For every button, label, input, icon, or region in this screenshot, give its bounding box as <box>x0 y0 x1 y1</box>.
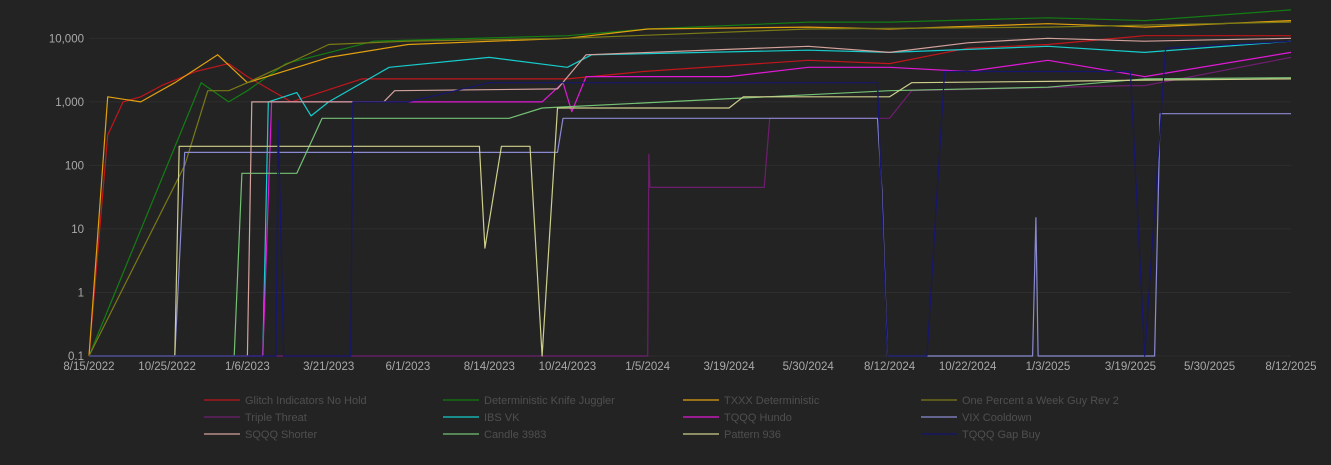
legend-label: VIX Cooldown <box>962 412 1032 424</box>
x-tick-label: 1/5/2024 <box>625 361 670 373</box>
legend-item[interactable]: TQQQ Hundo <box>683 412 792 424</box>
legend-label: Triple Threat <box>245 412 307 424</box>
x-tick-label: 8/15/2022 <box>63 361 114 373</box>
series-line-deterministic-knife-juggler <box>88 9 1292 357</box>
x-tick-label: 8/14/2023 <box>464 361 515 373</box>
x-tick-label: 5/30/2025 <box>1184 361 1235 373</box>
legend-label: Glitch Indicators No Hold <box>245 395 367 407</box>
x-tick-label: 3/21/2023 <box>303 361 354 373</box>
series-line-ibs-vk <box>89 40 1292 357</box>
legend-item[interactable]: Triple Threat <box>204 412 307 424</box>
legend-item[interactable]: IBS VK <box>443 412 520 424</box>
x-tick-label: 6/1/2023 <box>386 361 431 373</box>
legend-label: TXXX Deterministic <box>724 395 820 407</box>
x-tick-label: 10/22/2024 <box>939 361 997 373</box>
legend-item[interactable]: TQQQ Gap Buy <box>921 429 1041 441</box>
legend-label: TQQQ Hundo <box>724 412 792 424</box>
x-tick-label: 10/24/2023 <box>539 361 597 373</box>
legend-label: Candle 3983 <box>484 429 546 441</box>
x-tick-label: 8/12/2024 <box>864 361 916 373</box>
legend-item[interactable]: Candle 3983 <box>443 429 546 441</box>
x-tick-label: 1/3/2025 <box>1026 361 1071 373</box>
y-tick-label: 10 <box>71 224 84 236</box>
legend-item[interactable]: Deterministic Knife Juggler <box>443 395 615 407</box>
series-line-sqqq-shorter <box>89 37 1292 357</box>
series-line-txxx-deterministic <box>88 20 1292 357</box>
legend-item[interactable]: Glitch Indicators No Hold <box>204 395 367 407</box>
series-line-candle-3983 <box>89 77 1292 357</box>
x-tick-label: 10/25/2022 <box>138 361 196 373</box>
series-line-vix-cooldown <box>89 113 1291 357</box>
x-tick-label: 1/6/2023 <box>225 361 270 373</box>
y-axis: 10,000 1,000 100 10 1 0.1 <box>49 33 84 363</box>
legend-label: Pattern 936 <box>724 429 781 441</box>
legend-label: One Percent a Week Guy Rev 2 <box>962 395 1119 407</box>
series-line-one-percent-a-week-guy-rev-2 <box>88 21 1292 357</box>
series-line-tqqq-gap-buy <box>89 40 1292 357</box>
x-tick-label: 3/19/2025 <box>1105 361 1156 373</box>
legend-label: SQQQ Shorter <box>245 429 317 441</box>
y-tick-label: 10,000 <box>49 33 84 45</box>
legend-label: TQQQ Gap Buy <box>962 429 1041 441</box>
x-tick-label: 8/12/2025 <box>1265 361 1316 373</box>
legend-item[interactable]: VIX Cooldown <box>921 412 1032 424</box>
legend-item[interactable]: SQQQ Shorter <box>204 429 317 441</box>
x-tick-label: 3/19/2024 <box>703 361 755 373</box>
x-axis: 8/15/2022 10/25/2022 1/6/2023 3/21/2023 6/1/… <box>63 361 1316 373</box>
series-lines <box>88 9 1292 357</box>
legend-label: Deterministic Knife Juggler <box>484 395 615 407</box>
y-tick-label: 1 <box>78 287 84 299</box>
legend-item[interactable]: TXXX Deterministic <box>683 395 820 407</box>
x-tick-label: 5/30/2024 <box>783 361 835 373</box>
legend-item[interactable]: Pattern 936 <box>683 429 781 441</box>
legend-item[interactable]: One Percent a Week Guy Rev 2 <box>921 395 1119 407</box>
legend-label: IBS VK <box>484 412 520 424</box>
y-tick-label: 1,000 <box>55 97 84 109</box>
legend[interactable]: Glitch Indicators No Hold Deterministic K… <box>204 395 1119 441</box>
y-tick-label: 100 <box>65 160 84 172</box>
series-line-pattern-936 <box>89 78 1292 357</box>
series-line-tqqq-hundo <box>89 51 1292 357</box>
series-line-glitch-indicators-no-hold <box>88 35 1291 357</box>
y-tick-label: 0.1 <box>68 351 84 363</box>
